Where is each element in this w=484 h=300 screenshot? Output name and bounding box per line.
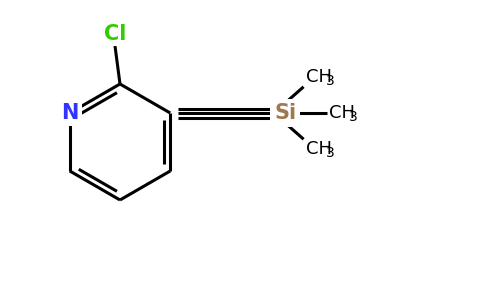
- Text: Si: Si: [274, 103, 296, 123]
- Text: 3: 3: [326, 74, 334, 88]
- Text: N: N: [61, 103, 78, 123]
- Text: CH: CH: [305, 68, 332, 86]
- Text: 3: 3: [326, 146, 334, 160]
- Text: 3: 3: [349, 110, 358, 124]
- Text: Cl: Cl: [104, 24, 126, 44]
- Text: CH: CH: [329, 104, 355, 122]
- Text: CH: CH: [305, 140, 332, 158]
